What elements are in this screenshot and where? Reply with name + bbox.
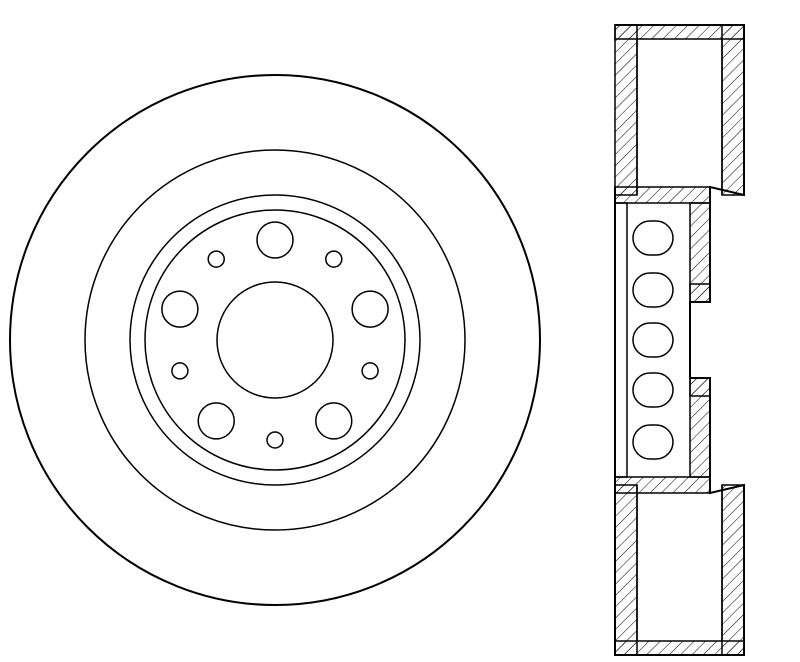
right-plate-bot	[722, 485, 744, 655]
pin-hole	[326, 251, 342, 267]
friction-inner-ring	[85, 150, 465, 530]
left-plate-top	[615, 25, 637, 195]
hat-face-bot	[690, 378, 710, 396]
step-ledge-bot	[615, 477, 710, 493]
center-bore	[217, 282, 333, 398]
right-plate-top	[722, 25, 744, 195]
outer-edge	[10, 75, 540, 605]
hat-slot	[633, 373, 673, 407]
brake-rotor-drawing	[0, 0, 800, 662]
pin-hole	[172, 363, 188, 379]
pin-hole	[208, 251, 224, 267]
pin-hole	[267, 432, 283, 448]
rotor-section-view	[613, 23, 746, 657]
hat-back-plate	[615, 203, 627, 477]
hat-slot	[633, 425, 673, 459]
hat-slot	[633, 323, 673, 357]
hat-slot	[633, 221, 673, 255]
bolt-hole	[352, 291, 388, 327]
bolt-hole	[257, 222, 293, 258]
hub-flange-outer	[130, 195, 420, 485]
plate-cap-bot	[615, 641, 744, 655]
pin-hole	[362, 363, 378, 379]
plate-cap-top	[615, 25, 744, 39]
bolt-hole	[162, 291, 198, 327]
bolt-hole	[198, 403, 234, 439]
step-ledge-top	[615, 187, 710, 203]
bolt-hole	[316, 403, 352, 439]
left-plate-bot	[615, 485, 637, 655]
hat-face-top	[690, 284, 710, 302]
hat-slot	[633, 273, 673, 307]
hub-flange-inner	[145, 210, 405, 470]
rotor-front-view	[10, 75, 540, 605]
